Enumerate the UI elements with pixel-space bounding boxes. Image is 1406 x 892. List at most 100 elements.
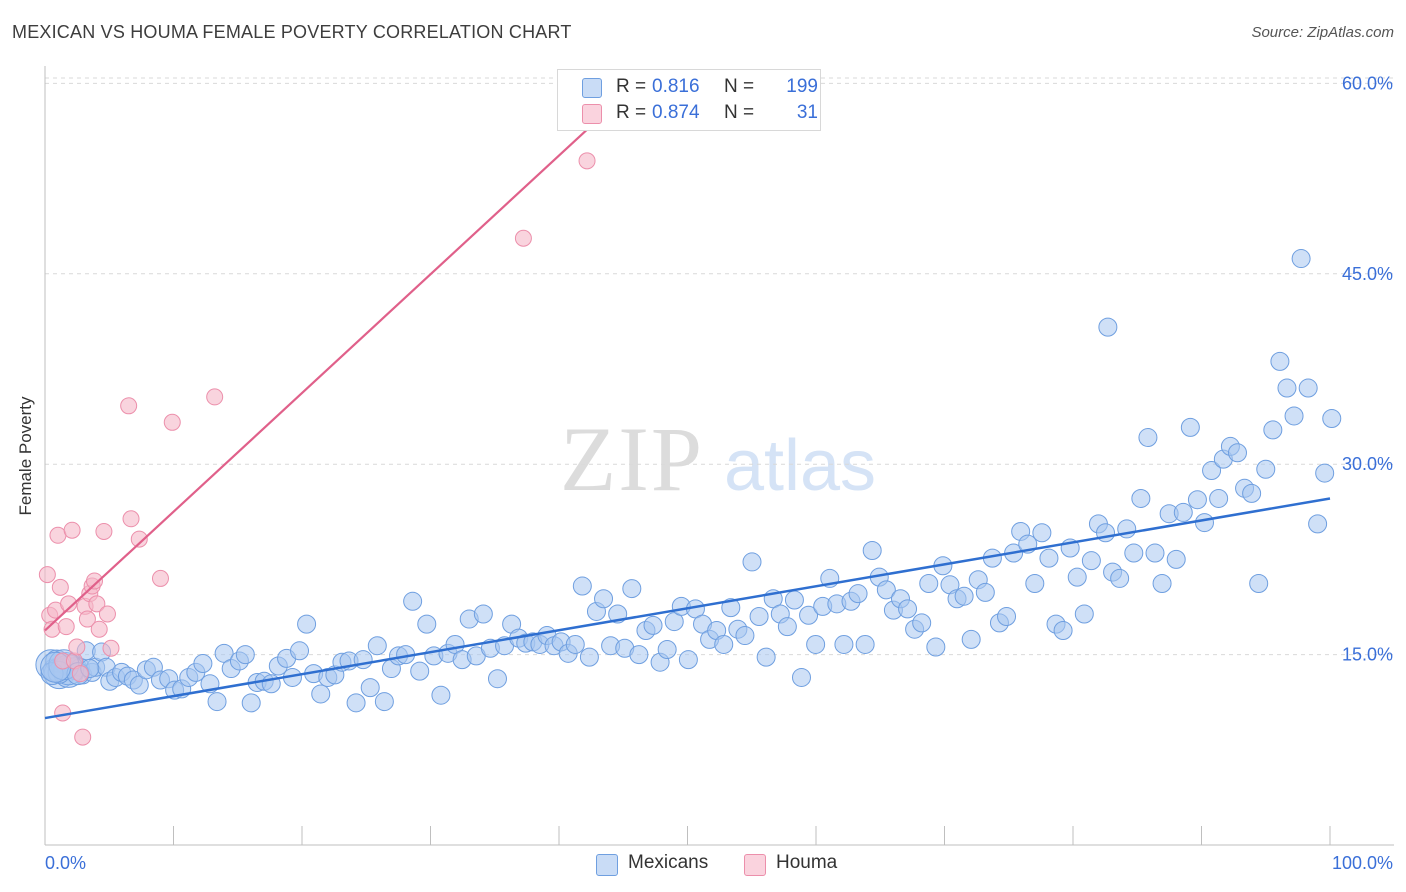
mexicans-point	[1039, 548, 1059, 568]
mexicans-point	[678, 650, 698, 670]
mexicans-legend-swatch	[596, 854, 618, 876]
mexicans-point	[954, 586, 974, 606]
mexicans-point	[1194, 513, 1214, 533]
mexicans-point	[297, 614, 317, 634]
x-tick-label: 100.0%	[1332, 853, 1393, 873]
houma-point	[95, 522, 113, 540]
mexicans-point	[961, 629, 981, 649]
mexicans-point	[756, 647, 776, 667]
mexicans-point	[749, 607, 769, 627]
houma-point	[578, 152, 596, 170]
mexicans-point	[410, 661, 430, 681]
mexicans-point	[1242, 483, 1262, 503]
houma-point	[206, 388, 224, 406]
mexicans-swatch	[582, 78, 602, 98]
r-label: R =	[616, 76, 647, 97]
n-label: N =	[724, 102, 755, 123]
axes	[44, 66, 1394, 846]
mexicans-trend-line	[44, 497, 1331, 720]
tick-labels: 15.0% 30.0% 45.0% 60.0% 0.0% 100.0%	[45, 73, 1393, 873]
x-tick-label: 0.0%	[45, 853, 86, 873]
mexicans-point	[735, 626, 755, 646]
mexicans-point	[919, 574, 939, 594]
mexicans-point	[714, 634, 734, 654]
n-value: 31	[796, 102, 818, 123]
mexicans-point	[565, 634, 585, 654]
n-label: N =	[724, 76, 755, 97]
legend-label-houma: Houma	[776, 852, 838, 873]
mexicans-point	[975, 582, 995, 602]
houma-point	[514, 229, 532, 247]
houma-point	[49, 526, 67, 544]
houma-point	[60, 595, 78, 613]
mexicans-point	[1180, 417, 1200, 437]
mexicans-point	[1256, 459, 1276, 479]
mexicans-point	[1187, 490, 1207, 510]
mexicans-point	[1308, 514, 1328, 534]
mexicans-point	[1173, 502, 1193, 522]
mexicans-point	[912, 613, 932, 633]
mexicans-point	[1131, 488, 1151, 508]
gridlines	[45, 77, 1394, 656]
chart-title: MEXICAN VS HOUMA FEMALE POVERTY CORRELAT…	[12, 22, 572, 42]
mexicans-point	[898, 599, 918, 619]
mexicans-point	[997, 607, 1017, 627]
mexicans-point	[657, 640, 677, 660]
mexicans-point	[1284, 406, 1304, 426]
mexicans-point	[1202, 461, 1222, 481]
mexicans-point	[721, 598, 741, 618]
houma-point	[85, 572, 103, 590]
houma-legend-swatch	[744, 854, 766, 876]
houma-point	[57, 618, 75, 636]
houma-point	[74, 728, 92, 746]
y-tick-label: 60.0%	[1342, 73, 1393, 93]
mexicans-point	[834, 634, 854, 654]
r-value: 0.874	[652, 102, 700, 123]
mexicans-point	[1124, 543, 1144, 563]
mexicans-point	[848, 584, 868, 604]
y-tick-label: 15.0%	[1342, 645, 1393, 665]
mexicans-point	[290, 641, 310, 661]
houma-point	[68, 638, 86, 656]
houma-point	[90, 620, 108, 638]
r-label: R =	[616, 102, 647, 123]
mexicans-point	[1032, 523, 1052, 543]
houma-point	[98, 605, 116, 623]
houma-point	[120, 397, 138, 415]
mexicans-point	[473, 604, 493, 624]
mexicans-point	[1315, 463, 1335, 483]
mexicans-point	[487, 669, 507, 689]
mexicans-point	[806, 634, 826, 654]
houma-point	[151, 569, 169, 587]
mexicans-point	[1098, 317, 1118, 337]
mexicans-point	[367, 636, 387, 656]
mexicans-point	[791, 667, 811, 687]
mexicans-point	[1209, 488, 1229, 508]
r-value: 0.816	[652, 76, 700, 97]
legend-label-mexicans: Mexicans	[628, 852, 709, 873]
mexicans-point	[1270, 351, 1290, 371]
mexicans-points	[35, 249, 1342, 713]
mexicans-point	[1277, 378, 1297, 398]
houma-point	[38, 566, 56, 584]
mexicans-point	[417, 614, 437, 634]
mexicans-point	[1227, 443, 1247, 463]
houma-point	[63, 521, 81, 539]
mexicans-point	[629, 645, 649, 665]
mexicans-point	[1067, 567, 1087, 587]
mexicans-point	[1074, 604, 1094, 624]
mexicans-point	[1249, 574, 1269, 594]
mexicans-point	[241, 693, 261, 713]
mexicans-point	[1152, 574, 1172, 594]
source-credit: Source: ZipAtlas.com	[1251, 24, 1394, 41]
mexicans-point	[207, 692, 227, 712]
mexicans-point	[876, 580, 896, 600]
mexicans-point	[777, 617, 797, 637]
n-value: 199	[786, 76, 818, 97]
houma-point	[122, 510, 140, 528]
mexicans-point	[742, 552, 762, 572]
trend-lines	[44, 101, 1331, 720]
mexicans-point	[643, 615, 663, 635]
houma-point	[51, 578, 69, 596]
houma-point	[71, 665, 89, 683]
